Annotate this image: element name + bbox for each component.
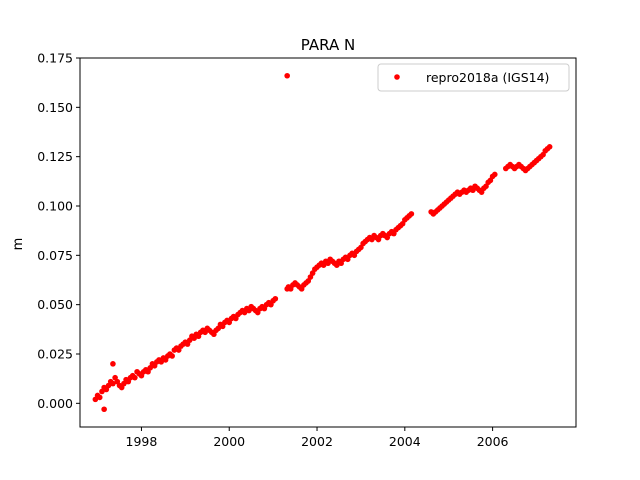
plot-frame	[79, 57, 577, 428]
data-point	[110, 361, 116, 367]
data-point	[284, 72, 290, 79]
y-tick-label: 0.000	[37, 396, 73, 411]
x-axis-ticks: 1998 2000 2002 2004 2006	[126, 427, 509, 449]
legend-label: repro2018a (IGS14)	[426, 70, 549, 85]
data-point	[110, 380, 116, 387]
chart-title: PARA N	[301, 36, 355, 54]
data-point	[272, 295, 279, 302]
data-point	[491, 171, 498, 178]
y-axis-label: m	[11, 238, 26, 251]
data-points	[92, 72, 553, 413]
data-point	[132, 374, 138, 381]
legend: repro2018a (IGS14)	[377, 63, 570, 92]
data-point	[101, 406, 107, 413]
y-tick-label: 0.175	[37, 51, 73, 66]
data-point	[169, 353, 175, 359]
y-tick-label: 0.050	[37, 297, 73, 312]
data-point	[96, 394, 103, 401]
y-tick-label: 0.100	[37, 198, 73, 213]
x-tick-label: 2004	[389, 434, 421, 449]
data-point	[408, 211, 415, 217]
data-point	[546, 143, 553, 150]
y-tick-label: 0.075	[37, 248, 73, 263]
y-tick-label: 0.125	[37, 149, 73, 164]
x-tick-label: 2000	[213, 434, 245, 449]
y-tick-label: 0.025	[37, 346, 73, 361]
x-tick-label: 2002	[301, 434, 333, 449]
x-tick-label: 1998	[126, 434, 158, 449]
y-tick-label: 0.150	[37, 100, 73, 115]
legend-marker	[394, 74, 400, 80]
x-tick-label: 2006	[477, 434, 509, 449]
legend-box	[377, 63, 570, 92]
y-axis-ticks: 0.000 0.025 0.050 0.075 0.100 0.125 0.150 0.175	[37, 51, 80, 411]
